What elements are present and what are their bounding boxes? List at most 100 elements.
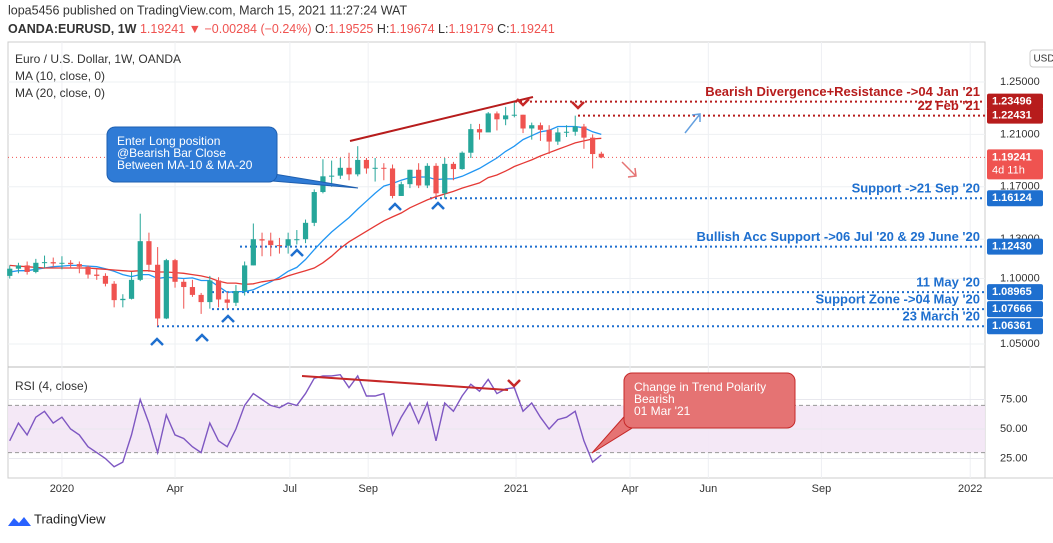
price: 1.19241: [140, 22, 185, 36]
price-tag: [987, 318, 1043, 335]
candle-body: [155, 264, 161, 319]
candle-body: [468, 129, 474, 153]
candle-body: [598, 153, 604, 158]
price-tag: [987, 190, 1043, 207]
symbol-line: OANDA:EURUSD, 1W 1.19241 ▼ −0.00284 (−0.…: [8, 22, 555, 36]
candle-body: [94, 274, 100, 276]
candle-body: [337, 167, 343, 176]
callout-text: 01 Mar '21: [634, 404, 691, 418]
ma-line: [9, 137, 602, 286]
candle-body: [581, 126, 587, 138]
candle-body: [76, 264, 82, 267]
candle-body: [329, 175, 335, 177]
candle-body: [242, 265, 248, 291]
level-text: 23 March '20: [902, 309, 980, 324]
candle-body: [311, 192, 317, 223]
level-text: Bullish Acc Support ->06 Jul '20 & 29 Ju…: [697, 229, 981, 244]
candle-body: [555, 132, 561, 142]
currency-box: [1029, 49, 1053, 68]
x-tick-label: Jul: [283, 483, 297, 495]
callout-text: Bearish: [634, 392, 675, 406]
candle-body: [172, 260, 178, 282]
candle-body: [250, 239, 256, 266]
marks: 1.050001.100001.130001.170001.210001.250…: [7, 42, 1040, 495]
published: lopa5456 published on TradingView.com, M…: [8, 3, 407, 17]
direction-arrows: [621, 113, 701, 178]
candle-body: [503, 115, 509, 120]
candle-body: [442, 163, 448, 194]
candle-body: [433, 165, 439, 194]
candle-body: [398, 184, 404, 196]
candle-body: [181, 281, 187, 288]
candle-body: [450, 163, 457, 170]
candle-body: [268, 240, 274, 246]
candle-body: [259, 239, 265, 241]
change: ▼ −0.00284 (−0.24%): [189, 22, 312, 36]
candle-body: [590, 137, 596, 155]
callout-text: @Bearish Bar Close: [117, 146, 226, 160]
brand: TradingView: [34, 511, 106, 526]
price-tag-label: 1.16124: [992, 192, 1033, 204]
x-tick-label: 2020: [50, 483, 74, 495]
price-tag: [987, 107, 1043, 124]
chart-title: Euro / U.S. Dollar, 1W, OANDA: [15, 52, 181, 66]
price-tag: [987, 93, 1043, 110]
candle-body: [459, 152, 465, 170]
callout-long: Enter Long position @Bearish Bar Close B…: [106, 126, 359, 189]
rsi-divergence-line: [301, 375, 509, 391]
y-tick-label: 1.17000: [1000, 181, 1040, 193]
level-text: Support Zone ->04 May '20: [815, 292, 980, 307]
price-tag-label: 1.07666: [992, 303, 1032, 315]
candle-body: [102, 275, 109, 284]
candle-body: [224, 299, 230, 303]
candle-body: [189, 287, 196, 295]
candle-body: [128, 279, 135, 299]
candle-body: [407, 169, 413, 185]
candle-body: [529, 125, 535, 129]
price-tag-label: 1.12430: [992, 241, 1032, 253]
x-tick-label: Sep: [358, 483, 378, 495]
candle-body: [485, 113, 491, 133]
candle-body: [198, 294, 204, 303]
y-tick-label: 1.25000: [1000, 76, 1040, 88]
ohlc-label: C:: [497, 22, 510, 36]
candle-body: [15, 265, 22, 269]
candle-body: [511, 114, 517, 116]
candle-body: [233, 290, 239, 303]
price-tag-label: 1.08965: [992, 286, 1032, 298]
price-tag: [987, 301, 1043, 318]
ohlc-value: 1.19179: [448, 22, 493, 36]
candle-body: [520, 114, 526, 129]
x-tick-label: Apr: [621, 483, 638, 495]
logo: [8, 517, 31, 526]
rsi-tick-label: 25.00: [1000, 452, 1028, 464]
x-tick-label: Sep: [812, 483, 832, 495]
candle-body: [372, 167, 378, 169]
candle-body: [33, 262, 39, 272]
candle-body: [572, 126, 578, 132]
last-price-tag: [987, 149, 1043, 180]
legend-entry: MA (20, close, 0): [15, 86, 105, 100]
bullish-markers: [150, 201, 445, 346]
candle-body: [68, 262, 74, 265]
x-tick-label: 2022: [958, 483, 982, 495]
bearish-markers: [507, 98, 585, 388]
candle-body: [346, 167, 352, 175]
candle-body: [294, 239, 300, 241]
level-text: Bearish Divergence+Resistance ->04 Jan '…: [705, 84, 980, 99]
candle-body: [563, 131, 570, 133]
candle-body: [416, 169, 422, 186]
candle-body: [537, 125, 544, 130]
price-tag-label: 1.06361: [992, 320, 1032, 332]
candle-body: [476, 129, 483, 133]
candle-body: [276, 245, 283, 247]
x-tick-label: Apr: [166, 483, 183, 495]
callout-text: Enter Long position: [117, 134, 220, 148]
last-price-label: 1.19241: [992, 151, 1032, 163]
candle-body: [120, 298, 126, 301]
candle-body: [285, 239, 291, 246]
level-text: 22 Feb '21: [918, 98, 980, 113]
candle-body: [207, 280, 213, 303]
candle-body: [163, 260, 169, 319]
